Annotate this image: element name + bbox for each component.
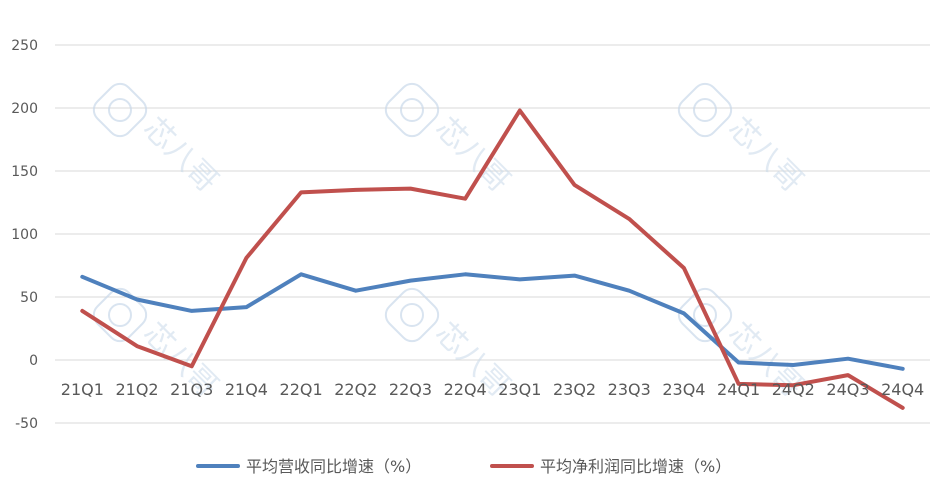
x-tick-label: 23Q3 [608,380,651,399]
x-tick-label: 22Q1 [280,380,323,399]
x-tick-label: 23Q4 [662,380,705,399]
y-tick-label: 200 [11,101,38,117]
y-tick-label: 0 [29,353,38,369]
series-line-2 [80,108,905,410]
legend-label: 平均净利润同比增速（%） [540,457,731,476]
watermark-logo-icon: 芯八哥 [384,82,517,199]
x-axis-tick-labels: 21Q1 21Q2 21Q3 21Q4 22Q1 22Q2 22Q3 22Q4 23Q1 23Q2… [61,380,924,399]
x-tick-label: 21Q1 [61,380,104,399]
x-tick-label: 22Q3 [389,380,432,399]
x-tick-label: 23Q1 [498,380,541,399]
svg-text:芯八哥: 芯八哥 [721,111,809,199]
x-tick-label: 24Q4 [881,380,924,399]
x-tick-label: 24Q2 [772,380,815,399]
series-lines [80,108,905,410]
gridlines [55,44,930,424]
x-tick-label: 24Q3 [826,380,869,399]
watermark-logo-icon: 芯八哥 [92,82,225,199]
x-tick-label: 21Q4 [225,380,268,399]
x-tick-label: 24Q1 [717,380,760,399]
y-axis-tick-labels: 250 200 150 100 50 0 -50 [11,38,38,432]
legend: 平均营收同比增速（%） 平均净利润同比增速（%） [196,457,731,476]
x-tick-label: 23Q2 [553,380,596,399]
x-tick-label: 21Q2 [115,380,158,399]
y-tick-label: 100 [11,227,38,243]
legend-label: 平均营收同比增速（%） [246,457,421,476]
x-tick-label: 22Q2 [334,380,377,399]
y-tick-label: 250 [11,38,38,54]
watermark-logo-icon: 芯八哥 [677,82,810,199]
y-tick-label: 150 [11,164,38,180]
x-tick-label: 22Q4 [444,380,487,399]
x-tick-label: 21Q3 [170,380,213,399]
y-tick-label: 50 [20,290,38,306]
y-tick-label: -50 [15,416,38,432]
svg-text:芯八哥: 芯八哥 [136,111,224,199]
